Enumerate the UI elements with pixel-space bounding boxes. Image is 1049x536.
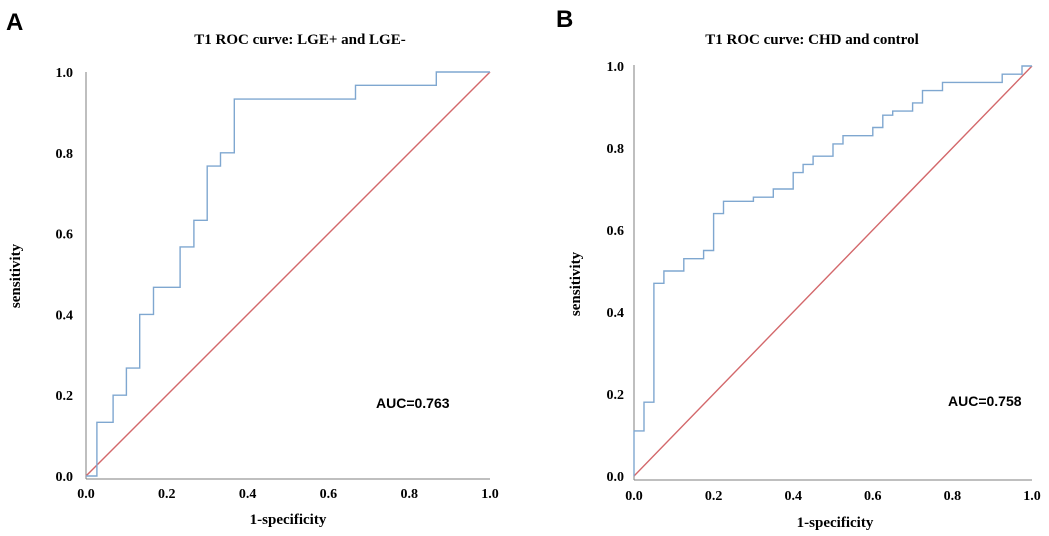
panel-a-y-tick-label: 0.4: [56, 308, 74, 323]
panel-a-y-tick-label: 0.0: [56, 470, 74, 485]
panel-a-y-tick-label: 1.0: [56, 66, 74, 81]
panel-a-x-tick-label: 0.6: [320, 487, 338, 502]
panel-b-roc-curve: [633, 65, 1032, 476]
panel-b-x-tick-label: 0.0: [625, 489, 643, 504]
panel-b-y-label: sensitivity: [568, 251, 584, 316]
panel-b-y-tick-label: 1.0: [607, 60, 625, 75]
panel-b-letter: B: [556, 6, 573, 33]
panel-a-y-tick-label: 0.6: [56, 228, 74, 243]
panel-b: B T1 ROC curve: CHD and control 0.00.20.…: [556, 6, 1041, 531]
panel-a: A T1 ROC curve: LGE+ and LGE- 0.00.20.40…: [6, 9, 499, 528]
panel-a-x-ticks: 0.0 0.2 0.4 0.6 0.8 1.0: [77, 487, 499, 502]
panel-a-x-tick-label: 0.0: [77, 487, 95, 502]
panel-a-title: T1 ROC curve: LGE+ and LGE-: [194, 32, 405, 48]
panel-b-x-tick-label: 1.0: [1023, 489, 1041, 504]
panel-b-reference-line: [633, 65, 1033, 477]
panel-a-y-tick-label: 0.8: [56, 147, 74, 162]
panel-a-auc-label: AUC=0.763: [376, 395, 450, 411]
panel-a-letter: A: [6, 9, 23, 36]
panel-b-y-tick-label: 0.8: [607, 142, 625, 157]
panel-a-y-ticks: 0.0 0.2 0.4 0.6 0.8 1.0: [56, 66, 74, 485]
panel-a-x-tick-label: 0.2: [158, 487, 176, 502]
panel-a-x-label: 1-specificity: [250, 512, 327, 528]
panel-b-y-tick-label: 0.2: [607, 388, 625, 403]
panel-a-y-tick-label: 0.2: [56, 389, 74, 404]
panel-b-x-tick-label: 0.2: [705, 489, 723, 504]
panel-b-x-tick-label: 0.8: [944, 489, 962, 504]
panel-b-x-tick-label: 0.6: [864, 489, 882, 504]
panel-a-x-tick-label: 0.4: [239, 487, 257, 502]
panel-b-auc-label: AUC=0.758: [948, 393, 1022, 409]
panel-a-roc-curve: [86, 71, 490, 477]
panel-b-x-ticks: 0.0 0.2 0.4 0.6 0.8 1.0: [625, 489, 1041, 504]
panel-b-y-tick-label: 0.6: [607, 224, 625, 239]
panel-b-title: T1 ROC curve: CHD and control: [705, 32, 918, 48]
panel-b-y-tick-label: 0.4: [607, 306, 625, 321]
panel-a-reference-line: [85, 71, 491, 477]
panel-b-x-label: 1-specificity: [797, 515, 874, 531]
panel-b-y-tick-label: 0.0: [607, 470, 625, 485]
panel-a-x-tick-label: 1.0: [481, 487, 499, 502]
panel-b-x-tick-label: 0.4: [784, 489, 802, 504]
panel-b-y-ticks: 0.0 0.2 0.4 0.6 0.8 1.0: [607, 60, 625, 485]
panel-a-y-label: sensitivity: [8, 243, 24, 308]
panel-a-x-tick-label: 0.8: [400, 487, 418, 502]
